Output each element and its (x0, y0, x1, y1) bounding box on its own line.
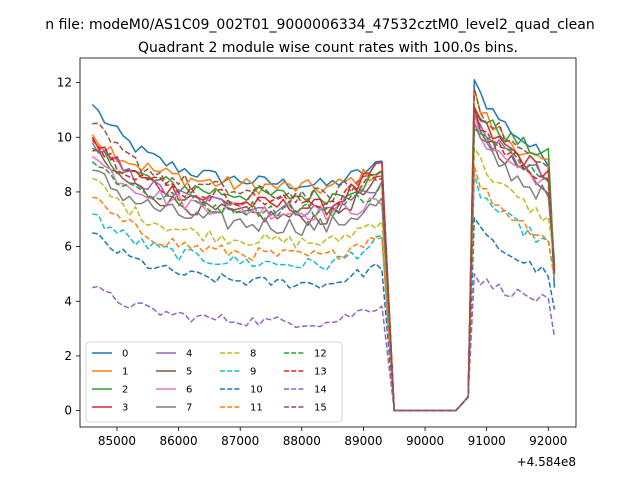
x-tick-label: 90000 (406, 434, 444, 448)
series-line-13 (91, 105, 556, 412)
y-tick-label: 10 (57, 130, 72, 144)
legend-label-5: 5 (186, 367, 192, 378)
y-tick-label: 2 (64, 349, 72, 363)
y-tick-label: 4 (64, 294, 72, 308)
legend-box (85, 341, 343, 423)
legend-label-3: 3 (122, 403, 128, 414)
y-tick-label: 8 (64, 185, 72, 199)
series-line-9 (92, 173, 556, 412)
x-tick-label: 92000 (529, 434, 567, 448)
x-tick-label: 89000 (344, 434, 382, 448)
axes-frame (79, 57, 577, 428)
series-line-8 (92, 147, 556, 412)
legend-label-10: 10 (250, 385, 263, 396)
legend-label-0: 0 (122, 349, 128, 360)
series-line-12 (91, 128, 556, 412)
x-tick-label: 87000 (221, 434, 259, 448)
x-offset-label: +4.584e8 (517, 455, 576, 469)
series-line-14 (92, 273, 556, 412)
series-line-15 (92, 87, 556, 412)
x-tick-label: 91000 (468, 434, 506, 448)
legend-label-9: 9 (250, 367, 256, 378)
axes: 85000 86000 87000 88000 89000 90000 91000 92000… (57, 57, 577, 448)
series-line-10 (92, 216, 556, 412)
legend-label-15: 15 (314, 403, 327, 414)
legend-label-13: 13 (314, 367, 327, 378)
x-tick-label: 88000 (283, 434, 321, 448)
series-line-3 (91, 106, 556, 412)
legend-label-6: 6 (186, 385, 192, 396)
y-tick-label: 12 (57, 76, 72, 90)
y-tick-label: 6 (64, 240, 72, 254)
series-line-7 (92, 122, 556, 412)
series-line-11 (92, 165, 556, 412)
legend-label-14: 14 (314, 385, 327, 396)
x-tick-label: 85000 (98, 434, 136, 448)
legend-label-1: 1 (122, 367, 128, 378)
series-line-0 (91, 78, 556, 412)
x-tick-label: 86000 (159, 434, 197, 448)
legend-label-12: 12 (314, 349, 327, 360)
chart-title: Quadrant 2 module wise count rates with … (138, 40, 518, 56)
legend-label-4: 4 (186, 349, 192, 360)
chart-suptitle: n file: modeM0/AS1C09_002T01_9000006334_… (45, 17, 594, 33)
legend-label-7: 7 (186, 403, 192, 414)
legend-label-8: 8 (250, 349, 256, 360)
legend-label-11: 11 (250, 403, 263, 414)
y-tick-label: 0 (64, 404, 72, 418)
legend-label-2: 2 (122, 385, 128, 396)
plot-area (91, 78, 556, 412)
